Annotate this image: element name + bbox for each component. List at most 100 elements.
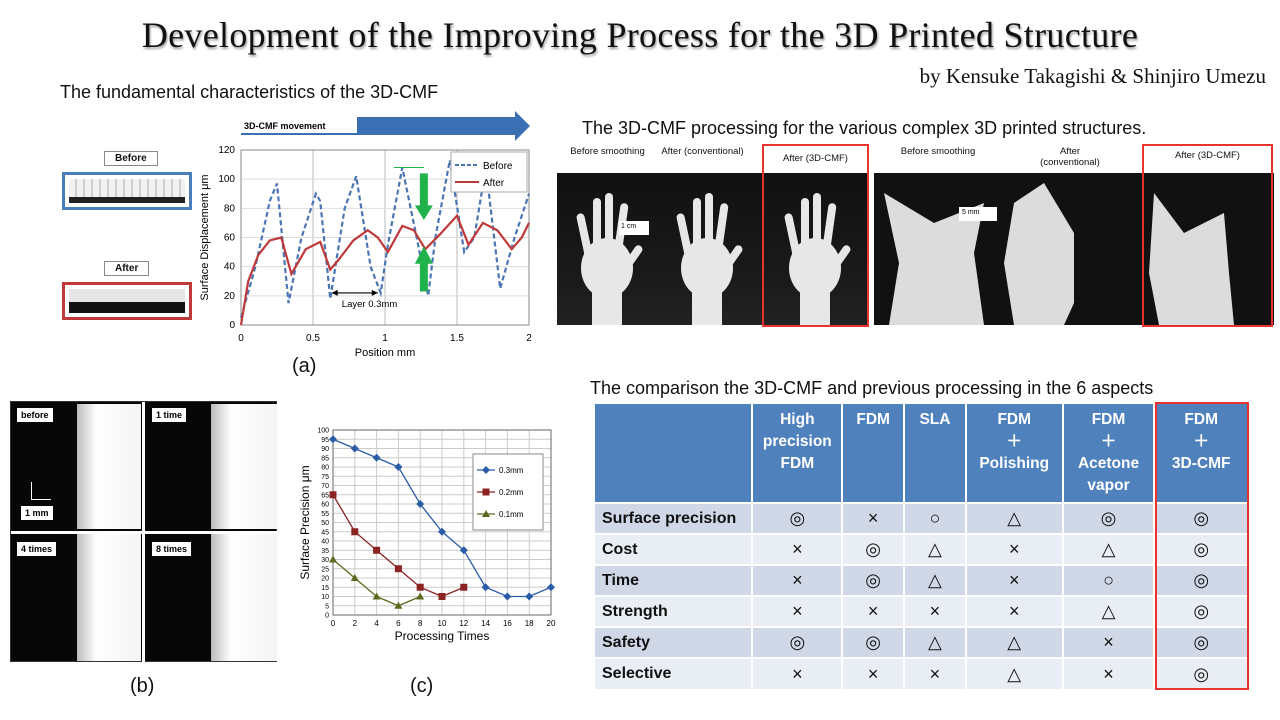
section-a-heading: The fundamental characteristics of the 3… — [60, 82, 439, 102]
after-label: After — [104, 261, 150, 276]
data-point-square — [373, 546, 381, 554]
rating-cell: △ — [965, 657, 1064, 689]
x-tick-label: 14 — [481, 619, 490, 628]
label-4-times: 4 times — [17, 542, 57, 556]
data-point-triangle — [482, 510, 490, 517]
data-point-triangle — [329, 555, 337, 563]
legend-label: Before — [483, 161, 513, 172]
dog-conventional-caption: After (conventional) — [1040, 146, 1100, 168]
rating-cell: ◎ — [1154, 626, 1249, 658]
y-tick-label: 80 — [321, 465, 329, 472]
hand-cmf-caption: After (3D-CMF) — [783, 153, 848, 164]
x-tick-label: 0 — [331, 619, 336, 628]
after-sample-photo — [62, 282, 192, 320]
comparison-table: High precision FDM FDM SLA FDM ＋ Polishing FDM ＋ A… — [595, 404, 1249, 689]
x-tick-label: 0 — [238, 333, 244, 344]
header-text: FDM — [1091, 411, 1126, 428]
rating-cell: ◎ — [842, 564, 906, 596]
rating-cell: × — [752, 533, 844, 565]
data-point-square — [416, 583, 424, 591]
rating-cell: △ — [904, 564, 967, 596]
rating-cell: △ — [1062, 595, 1156, 627]
data-point-square — [482, 488, 490, 496]
legend-label: 0.3mm — [499, 466, 524, 475]
data-point-diamond — [438, 527, 446, 536]
rating-cell: × — [904, 657, 967, 689]
rating-cell: ○ — [1062, 564, 1156, 596]
hands-photo: 1 cm — [557, 173, 867, 325]
photo-before — [77, 404, 141, 529]
table-header-row: High precision FDM FDM SLA FDM ＋ Polishing FDM ＋ A… — [595, 404, 1249, 503]
layer-arrow-head — [331, 289, 338, 296]
rating-cell: ◎ — [752, 502, 844, 534]
data-point-diamond — [482, 466, 490, 474]
row-aspect: Strength — [595, 595, 754, 627]
rating-cell: × — [965, 533, 1064, 565]
header-text: FDM — [856, 411, 890, 428]
row-aspect: Cost — [595, 533, 754, 565]
rating-cell: ○ — [904, 502, 967, 534]
data-point-square — [394, 565, 402, 573]
x-tick-label: 2 — [526, 333, 532, 344]
before-label: Before — [104, 151, 158, 166]
legend-label: 0.2mm — [499, 488, 524, 497]
hand-before-caption: Before smoothing — [570, 146, 645, 157]
y-tick-label: 90 — [321, 446, 329, 453]
x-tick-label: 0.5 — [306, 333, 320, 344]
x-tick-label: 12 — [459, 619, 468, 628]
y-tick-label: 50 — [321, 520, 329, 527]
table-row: Time × ◎ △ × ○ ◎ — [595, 564, 1249, 596]
y-tick-label: 45 — [321, 529, 329, 536]
y-tick-label: 100 — [218, 174, 235, 185]
header-text: vapor — [1087, 477, 1130, 494]
row-aspect: Safety — [595, 626, 754, 658]
rating-cell: × — [965, 595, 1064, 627]
data-point-square — [438, 593, 446, 600]
x-axis-label: Processing Times — [395, 629, 490, 643]
data-point-diamond — [416, 500, 425, 508]
label-8-times: 8 times — [152, 542, 192, 556]
x-tick-label: 2 — [353, 619, 358, 628]
table-row: Strength × × × × △ ◎ — [595, 595, 1249, 627]
data-point-diamond — [329, 435, 337, 444]
comparison-heading: The comparison the 3D-CMF and previous p… — [590, 378, 1154, 398]
rating-cell: △ — [904, 533, 967, 565]
dog-cmf-highlight: After (3D-CMF) — [1142, 144, 1273, 327]
header-text: High — [780, 411, 815, 428]
data-point-diamond — [547, 583, 555, 592]
scale-bar — [31, 482, 51, 500]
table-row: Safety ◎ ◎ △ △ × ◎ — [595, 626, 1249, 658]
rating-cell: △ — [904, 626, 967, 658]
series-line-before — [239, 160, 531, 319]
header-text: ＋ — [1100, 433, 1117, 450]
rating-cell: × — [1062, 626, 1156, 658]
plot-frame — [332, 429, 552, 616]
data-point-triangle — [416, 592, 425, 600]
x-tick-label: 1 — [382, 333, 388, 344]
rating-cell: ◎ — [1154, 502, 1249, 534]
y-axis-label: Surface Displacement μm — [199, 174, 211, 300]
y-tick-label: 20 — [321, 576, 329, 583]
rating-cell: × — [752, 564, 844, 596]
x-tick-label: 6 — [396, 619, 401, 628]
y-tick-label: 80 — [224, 203, 236, 214]
photo-1-time — [211, 404, 277, 529]
y-tick-label: 75 — [321, 474, 329, 481]
rating-cell: ◎ — [1154, 533, 1249, 565]
header-text: precision — [762, 433, 832, 450]
table-row: Cost × ◎ △ × △ ◎ — [595, 533, 1249, 565]
rating-cell: ◎ — [842, 533, 906, 565]
data-point-triangle — [394, 601, 403, 609]
header-text: ＋ — [1006, 433, 1022, 450]
header-col-2: SLA — [904, 404, 967, 503]
photo-4-times — [77, 534, 141, 661]
data-point-square — [329, 491, 337, 499]
rating-cell: △ — [1062, 533, 1156, 565]
header-text: FDM — [997, 411, 1032, 428]
y-tick-label: 55 — [321, 511, 329, 518]
y-tick-label: 30 — [321, 557, 329, 564]
rating-cell: △ — [965, 626, 1064, 658]
hand-conventional-caption: After (conventional) — [661, 146, 744, 157]
y-tick-label: 65 — [321, 492, 329, 499]
header-col-1: FDM — [842, 404, 906, 503]
